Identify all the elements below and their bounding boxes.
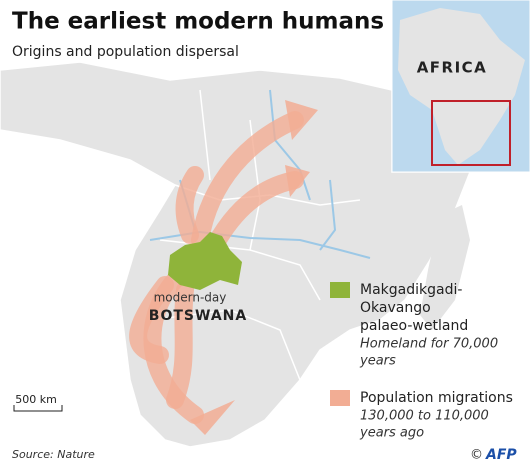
legend: Makgadikgadi- Okavango palaeo-wetland Homel… [330,282,513,441]
legend-note: years ago [359,426,424,441]
place-label: modern-day [154,291,227,305]
homeland-area [168,232,242,290]
legend-note: 130,000 to 110,000 [360,409,489,424]
title: The earliest modern humans [12,9,384,35]
arrow-heads [190,100,318,435]
madagascar [420,205,470,330]
legend-swatch [330,282,350,298]
legend-swatch [330,390,350,406]
legend-note: Homeland for 70,000 [360,337,498,352]
legend-note: years [359,354,396,369]
inset-land [398,8,525,165]
credit-symbol: © [470,448,483,463]
inset-label: AFRICA [417,59,488,77]
credit: AFP [485,447,517,463]
legend-label: palaeo-wetland [360,318,468,334]
inset-map: AFRICA [391,0,530,173]
subtitle: Origins and population dispersal [12,44,239,60]
land [0,61,472,448]
source: Source: Nature [12,448,95,461]
inset-frame [431,100,511,166]
legend-label: Makgadikgadi- [360,282,462,298]
migration-arrows [129,111,304,424]
place-label: BOTSWANA [149,308,247,324]
scale-bar [13,405,63,412]
scale-label: 500 km [15,393,57,406]
legend-label: Population migrations [360,390,513,406]
legend-label: Okavango [360,300,431,316]
